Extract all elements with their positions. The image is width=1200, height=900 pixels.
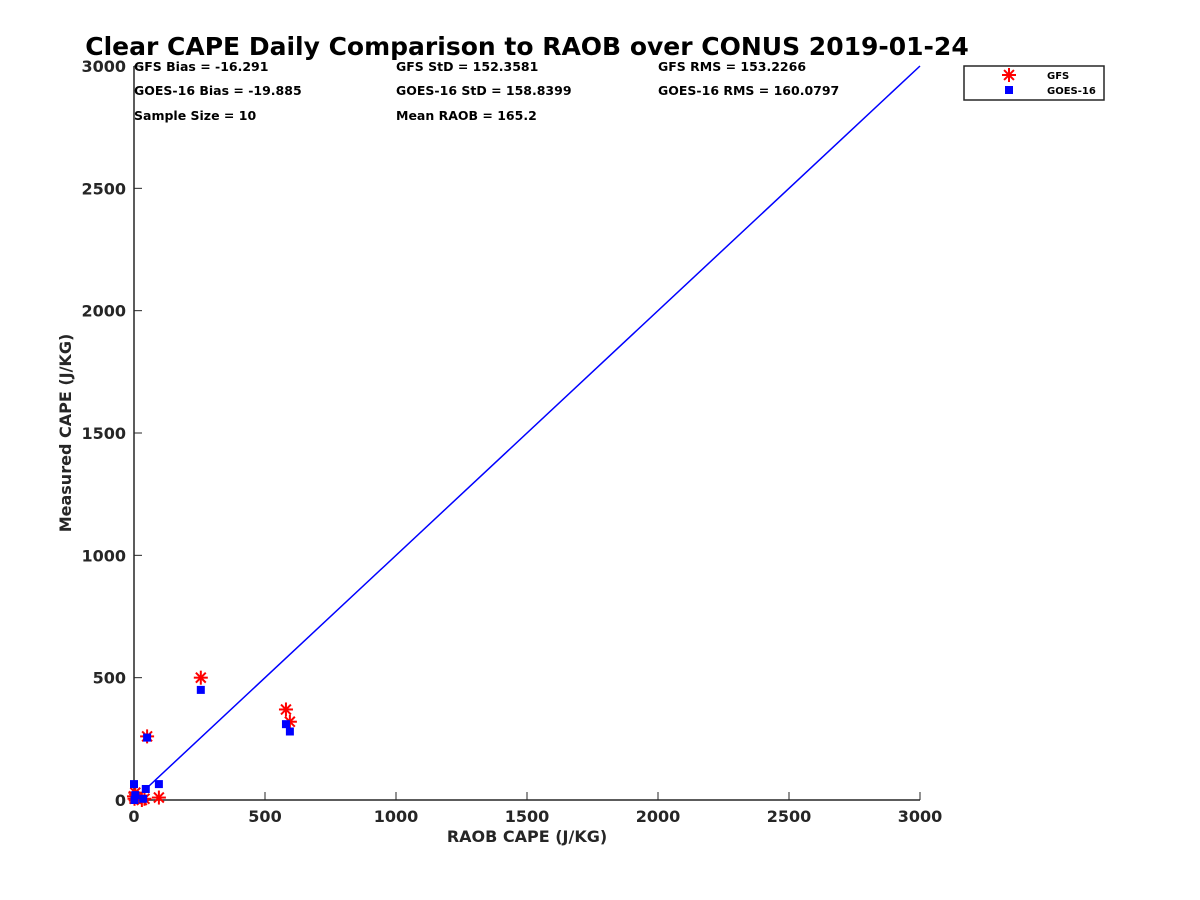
stat-gfs-std: GFS StD = 152.3581 xyxy=(396,59,538,74)
x-tick-label: 3000 xyxy=(898,807,943,826)
y-tick-label: 500 xyxy=(93,669,126,688)
goes16-point xyxy=(281,720,290,729)
x-tick-label: 0 xyxy=(128,807,139,826)
legend-goes-marker xyxy=(1005,86,1013,94)
stat-goes-rms: GOES-16 RMS = 160.0797 xyxy=(658,83,839,98)
x-tick-label: 2500 xyxy=(767,807,812,826)
y-tick-label: 1500 xyxy=(81,424,126,443)
y-tick-label: 2000 xyxy=(81,302,126,321)
gfs-point xyxy=(151,790,166,805)
goes16-point xyxy=(143,733,152,742)
goes16-point xyxy=(130,796,139,804)
y-axis-ticks: 0 500 1000 1500 2000 2500 3000 xyxy=(81,57,142,810)
y-tick-label: 2500 xyxy=(81,179,126,198)
stat-mean-raob: Mean RAOB = 165.2 xyxy=(396,108,537,123)
y-tick-label: 1000 xyxy=(81,546,126,565)
legend: GFS GOES-16 xyxy=(963,65,1105,101)
y-tick-label: 3000 xyxy=(81,57,126,76)
gfs-point xyxy=(278,702,293,717)
stat-goes-std: GOES-16 StD = 158.8399 xyxy=(396,83,572,98)
goes16-point xyxy=(196,685,205,694)
x-tick-label: 2000 xyxy=(636,807,681,826)
reference-line-group xyxy=(133,65,921,801)
goes16-point xyxy=(130,780,138,789)
y-axis-label: Measured CAPE (J/KG) xyxy=(56,334,75,533)
legend-gfs-marker xyxy=(1002,68,1016,82)
data-points xyxy=(127,670,297,807)
stats-block: GFS Bias = -16.291 GFS StD = 152.3581 GF… xyxy=(134,59,839,123)
goes16-point xyxy=(131,791,140,800)
y-tick-label: 0 xyxy=(115,791,126,810)
gfs-point xyxy=(193,670,208,685)
goes16-point xyxy=(285,727,294,736)
stat-gfs-rms: GFS RMS = 153.2266 xyxy=(658,59,806,74)
stat-goes-bias: GOES-16 Bias = -19.885 xyxy=(134,83,302,98)
x-tick-label: 500 xyxy=(248,807,281,826)
legend-label-goes: GOES-16 xyxy=(1047,86,1096,97)
chart-title: Clear CAPE Daily Comparison to RAOB over… xyxy=(85,32,968,61)
legend-box xyxy=(963,65,1105,101)
x-tick-label: 1000 xyxy=(374,807,419,826)
goes16-point xyxy=(154,780,163,789)
goes16-point xyxy=(141,784,150,793)
stat-gfs-bias: GFS Bias = -16.291 xyxy=(134,59,268,74)
x-axis-label: RAOB CAPE (J/KG) xyxy=(447,827,607,846)
legend-label-gfs: GFS xyxy=(1047,71,1069,82)
x-axis-ticks: 0 500 1000 1500 2000 2500 3000 xyxy=(128,792,942,826)
reference-line xyxy=(133,65,921,801)
x-tick-label: 1500 xyxy=(505,807,550,826)
legend-gfs-asterisk xyxy=(1002,68,1016,82)
stat-sample-size: Sample Size = 10 xyxy=(134,108,256,123)
goes16-point xyxy=(139,794,148,803)
